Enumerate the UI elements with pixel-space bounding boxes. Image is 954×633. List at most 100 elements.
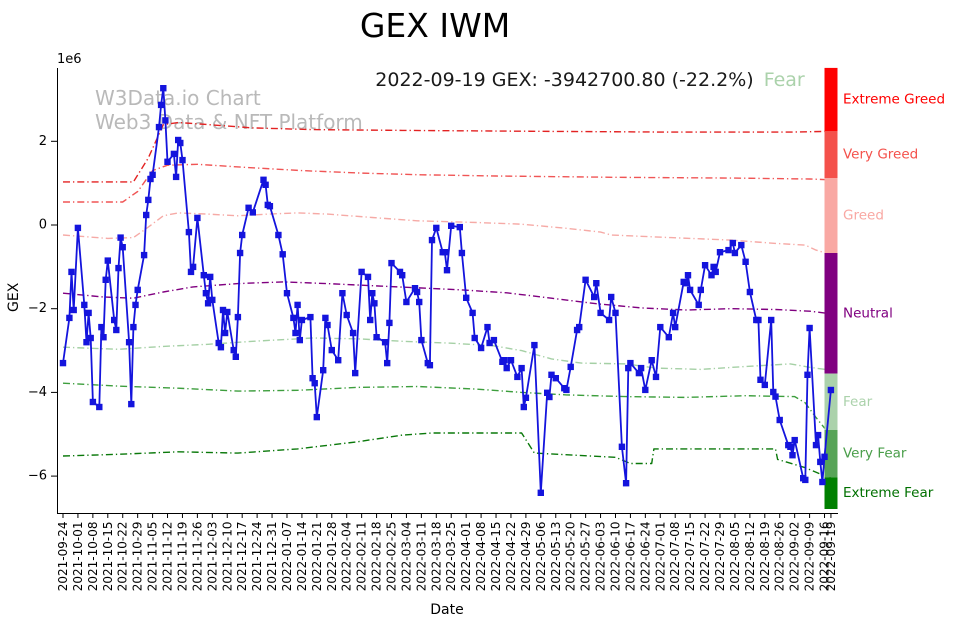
gex-marker bbox=[761, 381, 768, 389]
gex-marker bbox=[426, 362, 434, 369]
gex-marker bbox=[463, 294, 470, 301]
gex-marker bbox=[531, 341, 538, 349]
gex-marker bbox=[812, 441, 820, 449]
gex-marker bbox=[669, 309, 677, 317]
gex-marker bbox=[593, 280, 600, 287]
gex-marker bbox=[819, 478, 826, 486]
extreme-fear-threshold-line bbox=[62, 432, 832, 478]
gex-marker bbox=[443, 267, 451, 274]
x-axis-label: Date bbox=[430, 602, 464, 618]
y-tick-label: 0 bbox=[39, 218, 47, 233]
gex-marker bbox=[477, 344, 485, 352]
gex-marker bbox=[441, 249, 448, 256]
gex-marker bbox=[787, 443, 794, 450]
gex-marker bbox=[236, 249, 244, 257]
gex-marker bbox=[294, 301, 301, 309]
gex-marker bbox=[627, 359, 634, 367]
gex-marker bbox=[371, 300, 378, 307]
gex-marker bbox=[164, 158, 171, 165]
gex-marker bbox=[403, 298, 410, 306]
x-tick-label: 2021-10-29 bbox=[131, 522, 145, 592]
gex-marker bbox=[456, 223, 463, 231]
gex-marker bbox=[85, 309, 92, 317]
gex-marker bbox=[224, 308, 231, 316]
colorbar-segment-extreme-fear bbox=[824, 477, 838, 509]
x-tick-label: 2022-07-01 bbox=[653, 522, 667, 592]
gex-marker bbox=[448, 222, 455, 229]
x-tick-label: 2022-08-05 bbox=[728, 522, 742, 592]
gex-marker bbox=[591, 293, 598, 301]
gex-marker bbox=[708, 272, 715, 279]
gex-marker bbox=[520, 403, 527, 411]
gex-marker bbox=[544, 389, 551, 396]
gex-marker bbox=[189, 263, 197, 271]
gex-marker bbox=[757, 376, 764, 383]
gex-marker bbox=[411, 285, 419, 292]
x-tick-label: 2022-01-21 bbox=[310, 522, 324, 592]
gex-marker bbox=[612, 309, 619, 317]
gex-marker bbox=[234, 313, 242, 321]
x-tick-label: 2022-03-11 bbox=[414, 522, 428, 592]
gex-marker bbox=[396, 268, 404, 276]
x-tick-label: 2022-08-19 bbox=[758, 522, 772, 592]
gex-marker bbox=[518, 364, 525, 372]
gex-marker bbox=[635, 369, 643, 377]
gex-marker bbox=[260, 176, 267, 183]
x-tick-label: 2021-12-17 bbox=[235, 522, 249, 592]
y-tick-label: −6 bbox=[28, 469, 47, 484]
x-tick-label: 2022-04-08 bbox=[474, 522, 488, 592]
gex-marker bbox=[817, 458, 824, 466]
gex-marker bbox=[637, 364, 645, 372]
gex-marker bbox=[364, 273, 372, 281]
x-tick-label: 2021-10-08 bbox=[86, 522, 100, 592]
gex-marker bbox=[710, 263, 717, 271]
gex-marker bbox=[827, 386, 835, 394]
gex-marker bbox=[125, 339, 133, 346]
gex-marker bbox=[328, 346, 335, 354]
x-tick-label: 2022-01-28 bbox=[325, 522, 339, 592]
neutral-median-line bbox=[62, 281, 831, 315]
gex-marker bbox=[618, 443, 626, 450]
gex-marker bbox=[313, 413, 320, 421]
gex-marker bbox=[113, 326, 120, 334]
x-tick-label: 2021-12-03 bbox=[205, 522, 219, 592]
very-fear-threshold-line bbox=[62, 382, 832, 431]
colorbar-label-greed: Greed bbox=[843, 208, 884, 224]
gex-marker bbox=[381, 339, 389, 346]
gex-marker bbox=[311, 380, 318, 387]
x-tick-label: 2022-01-07 bbox=[280, 522, 294, 592]
gex-marker bbox=[416, 298, 423, 306]
gex-marker bbox=[74, 224, 82, 232]
gex-series bbox=[59, 85, 835, 496]
gex-marker bbox=[484, 323, 491, 331]
gex-marker bbox=[789, 452, 796, 459]
x-tick-label: 2021-11-26 bbox=[190, 522, 204, 592]
gex-marker bbox=[682, 280, 690, 287]
gex-marker bbox=[230, 346, 237, 354]
gex-marker bbox=[648, 357, 655, 364]
gex-line bbox=[62, 87, 832, 494]
x-tick-label: 2021-12-10 bbox=[220, 522, 234, 592]
x-tick-label: 2022-06-17 bbox=[623, 522, 637, 592]
gex-marker bbox=[219, 306, 227, 314]
gex-marker bbox=[239, 231, 246, 239]
gex-marker bbox=[283, 290, 291, 297]
x-tick-label: 2022-04-15 bbox=[489, 522, 503, 592]
gex-marker bbox=[608, 293, 615, 301]
gex-marker bbox=[552, 375, 559, 382]
gex-marker bbox=[697, 286, 704, 294]
gex-marker bbox=[162, 117, 169, 124]
x-tick-label: 2022-03-04 bbox=[399, 522, 413, 592]
colorbar-label-fear: Fear bbox=[843, 394, 873, 410]
gex-marker bbox=[187, 268, 195, 276]
x-tick-label: 2022-06-24 bbox=[638, 522, 652, 592]
gex-marker bbox=[399, 272, 406, 279]
gex-marker bbox=[128, 400, 135, 408]
gex-marker bbox=[204, 300, 212, 307]
very-greed-threshold-line bbox=[63, 163, 831, 203]
gex-marker bbox=[322, 314, 329, 322]
gex-marker bbox=[96, 403, 103, 411]
gex-marker bbox=[279, 251, 286, 258]
